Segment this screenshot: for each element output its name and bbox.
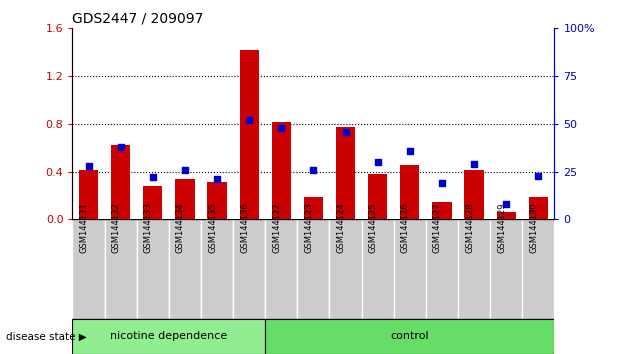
Point [308, 167, 318, 173]
Bar [432, 201, 452, 219]
Point [276, 125, 286, 131]
Point [147, 175, 158, 180]
Bar [207, 182, 227, 219]
Bar [137, 219, 169, 319]
Bar [72, 319, 265, 354]
Point [404, 148, 415, 154]
Bar [329, 219, 362, 319]
Point [180, 167, 190, 173]
Text: GSM144127: GSM144127 [433, 202, 442, 253]
Point [469, 161, 479, 167]
Bar [272, 121, 291, 219]
Bar [265, 219, 297, 319]
Bar [79, 171, 98, 219]
Point [212, 177, 222, 182]
Text: GDS2447 / 209097: GDS2447 / 209097 [72, 12, 204, 26]
Bar [496, 212, 516, 219]
Text: GSM144131: GSM144131 [79, 202, 88, 253]
Point [372, 159, 382, 165]
Text: GSM144125: GSM144125 [369, 202, 377, 253]
Bar [368, 174, 387, 219]
Point [437, 180, 447, 186]
Bar [111, 145, 130, 219]
Bar [464, 171, 484, 219]
Text: GSM144128: GSM144128 [465, 202, 474, 253]
Text: GSM144122: GSM144122 [272, 202, 281, 253]
Bar [458, 219, 490, 319]
Bar [400, 165, 420, 219]
Text: GSM144132: GSM144132 [112, 202, 121, 253]
Text: control: control [391, 331, 429, 341]
Bar [239, 50, 259, 219]
Point [116, 144, 126, 150]
Text: GSM144126: GSM144126 [401, 202, 410, 253]
Text: GSM144136: GSM144136 [240, 202, 249, 253]
Text: GSM144130: GSM144130 [529, 202, 538, 253]
Point [533, 173, 543, 178]
Point [340, 129, 350, 135]
Bar [394, 219, 426, 319]
Bar [201, 219, 233, 319]
Text: GSM144123: GSM144123 [304, 202, 313, 253]
Bar [490, 219, 522, 319]
Bar [362, 219, 394, 319]
Bar [105, 219, 137, 319]
Text: GSM144135: GSM144135 [208, 202, 217, 253]
Text: GSM144134: GSM144134 [176, 202, 185, 253]
Bar [529, 197, 548, 219]
Point [501, 201, 511, 207]
Text: disease state ▶: disease state ▶ [6, 331, 87, 341]
Bar [304, 197, 323, 219]
Bar [233, 219, 265, 319]
Bar [336, 127, 355, 219]
Bar [426, 219, 458, 319]
Text: GSM144133: GSM144133 [144, 202, 152, 253]
Bar [522, 219, 554, 319]
Bar [169, 219, 201, 319]
Bar [143, 186, 163, 219]
Text: GSM144124: GSM144124 [336, 202, 345, 253]
Point [244, 117, 254, 123]
Bar [72, 219, 105, 319]
Text: nicotine dependence: nicotine dependence [110, 331, 227, 341]
Point [83, 163, 94, 169]
Bar [297, 219, 329, 319]
Text: GSM144129: GSM144129 [497, 202, 506, 253]
Bar [265, 319, 554, 354]
Bar [175, 179, 195, 219]
